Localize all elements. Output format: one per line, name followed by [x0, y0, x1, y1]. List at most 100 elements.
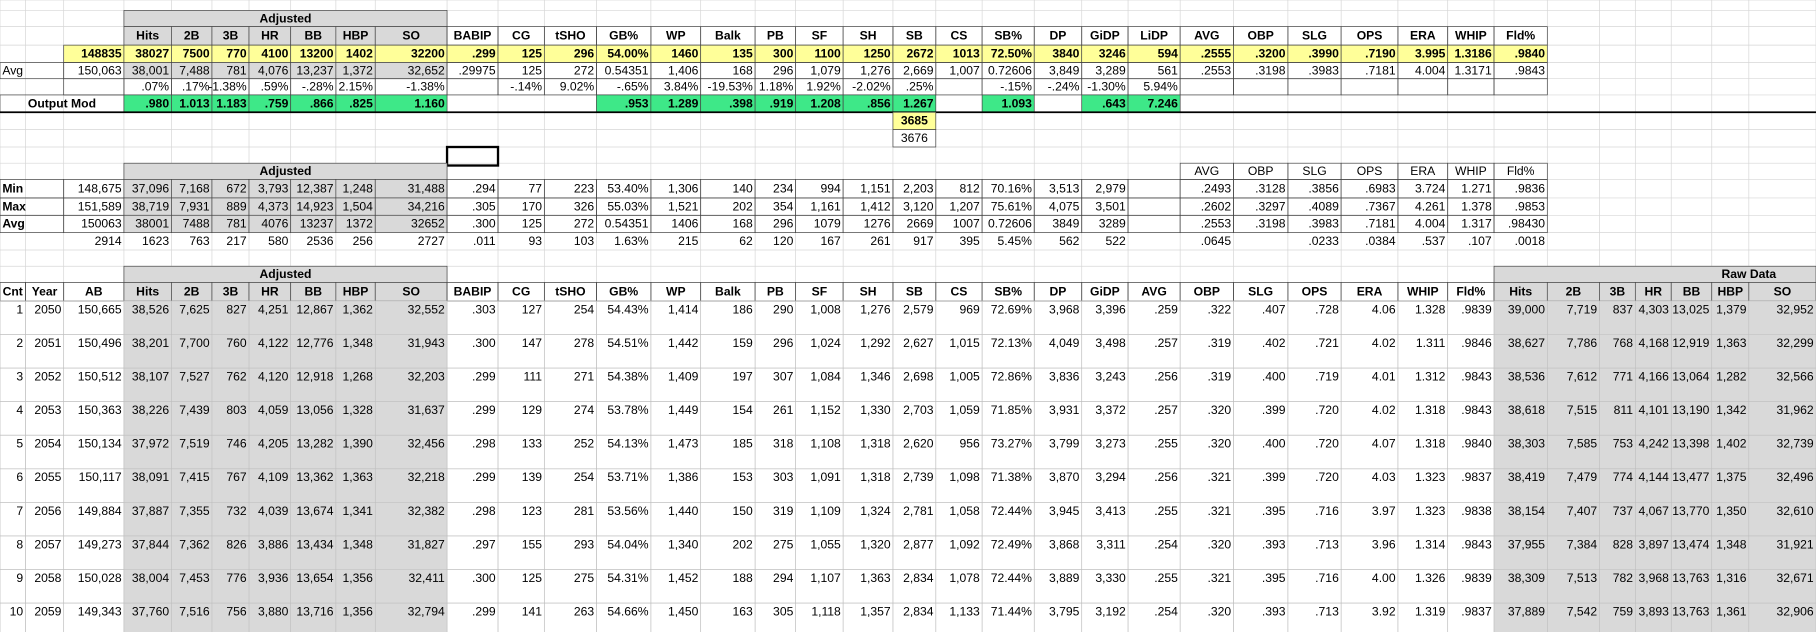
- table-cell: 71.38%: [991, 470, 1032, 484]
- table-cell: .9843: [1461, 537, 1492, 551]
- difference-value: -.14%: [510, 80, 542, 94]
- column-header: Fld%: [1506, 29, 1535, 43]
- table-cell: .299: [472, 370, 496, 384]
- column-header: OBP: [1248, 29, 1274, 43]
- row-label: Avg: [2, 63, 23, 77]
- table-cell: 275: [773, 537, 794, 551]
- table-cell: 3.92: [1372, 605, 1396, 619]
- average-value: 2,669: [903, 63, 934, 77]
- table-cell: 1,059: [949, 403, 980, 417]
- table-cell: 54.66%: [607, 605, 648, 619]
- table-cell: 2,620: [903, 437, 934, 451]
- cell-fill: [171, 535, 212, 570]
- cell-fill: [123, 300, 172, 335]
- range-value: 272: [574, 217, 595, 231]
- table-cell: 163: [733, 605, 754, 619]
- table-cell: 4,205: [258, 437, 289, 451]
- cell-fill: [755, 45, 796, 63]
- table-cell: 3,498: [1095, 336, 1126, 350]
- cell-fill: [1494, 45, 1548, 63]
- table-cell: .322: [1207, 302, 1231, 316]
- table-cell: 811: [1614, 403, 1634, 417]
- table-cell: 4,122: [258, 336, 289, 350]
- table-cell: 254: [574, 302, 595, 316]
- table-cell: 153: [733, 470, 754, 484]
- difference-value: -1.38%: [208, 80, 247, 94]
- range-value: 889: [226, 199, 247, 213]
- table-cell: 1: [16, 302, 23, 316]
- range-value: 140: [733, 181, 754, 195]
- table-cell: 837: [1613, 302, 1634, 316]
- average-value: 272: [574, 63, 595, 77]
- table-cell: 125: [522, 571, 543, 585]
- cell-fill: [171, 569, 212, 604]
- table-cell: 3,192: [1095, 605, 1126, 619]
- column-header: SO: [402, 284, 420, 298]
- cell-fill: [123, 94, 172, 113]
- table-cell: 826: [226, 537, 247, 551]
- table-cell: 1.323: [1415, 504, 1446, 518]
- range-value: .9853: [1515, 199, 1546, 213]
- cell-fill: [335, 94, 376, 113]
- table-cell: 827: [226, 302, 247, 316]
- range-value: 1,521: [668, 199, 699, 213]
- table-cell: 1,316: [1716, 571, 1747, 585]
- cell-fill: [335, 45, 376, 63]
- column-header: OPS: [1302, 284, 1328, 298]
- cell-fill: [211, 535, 250, 570]
- output-mod-value: .953: [625, 96, 649, 110]
- cell-fill: [1547, 603, 1600, 632]
- table-cell: 139: [522, 470, 543, 484]
- table-cell: 32,671: [1777, 571, 1814, 585]
- cell-fill: [171, 45, 212, 63]
- cell-fill: [249, 179, 291, 198]
- range-value: 13237: [300, 217, 334, 231]
- table-cell: 7,515: [1567, 403, 1598, 417]
- table-cell: 3,294: [1095, 470, 1126, 484]
- table-cell: 7,625: [179, 302, 210, 316]
- table-cell: 7,527: [179, 370, 210, 384]
- cell-border: [1493, 78, 1548, 96]
- output-mod-value: .825: [349, 96, 373, 110]
- table-cell: 32,610: [1777, 504, 1814, 518]
- target-value: .9840: [1515, 47, 1546, 61]
- cell-fill: [123, 197, 172, 216]
- range-value: 14,923: [296, 199, 333, 213]
- table-cell: 13,654: [296, 571, 333, 585]
- table-cell: 1,328: [343, 403, 374, 417]
- table-cell: .321: [1207, 571, 1231, 585]
- spread-value: 120: [773, 234, 794, 248]
- column-header: 3B: [223, 29, 239, 43]
- table-cell: 2: [16, 336, 23, 350]
- table-cell: 768: [1613, 336, 1634, 350]
- column-header: BB: [305, 284, 323, 298]
- output-mod-value: 1.013: [179, 96, 210, 110]
- table-cell: 1,292: [860, 336, 891, 350]
- range-value: 354: [773, 199, 794, 213]
- output-mod-value: 1.289: [668, 96, 699, 110]
- table-cell: 7,362: [179, 537, 210, 551]
- cell-fill: [171, 282, 212, 301]
- table-cell: 3,870: [1049, 470, 1080, 484]
- cell-fill: [290, 334, 336, 369]
- range-value: 70.16%: [991, 181, 1032, 195]
- cell-fill: [375, 368, 448, 402]
- cell-fill: [123, 26, 172, 46]
- target-value: 1100: [814, 47, 841, 61]
- table-cell: 186: [733, 302, 754, 316]
- cell-fill: [1635, 502, 1672, 536]
- cell-fill: [1599, 603, 1636, 632]
- target-value: 1460: [671, 47, 698, 61]
- table-cell: 2051: [34, 336, 61, 350]
- table-cell: 32,794: [408, 605, 445, 619]
- table-cell: 274: [574, 403, 595, 417]
- table-cell: .299: [472, 605, 496, 619]
- cell-fill: [755, 94, 796, 113]
- target-value: 13200: [300, 47, 334, 61]
- table-cell: 2,579: [903, 302, 934, 316]
- average-value: .9843: [1515, 63, 1546, 77]
- table-cell: 13,763: [1672, 571, 1709, 585]
- range-value: .2493: [1201, 181, 1232, 195]
- table-cell: 1,055: [810, 537, 841, 551]
- difference-value: -19.53%: [708, 80, 753, 94]
